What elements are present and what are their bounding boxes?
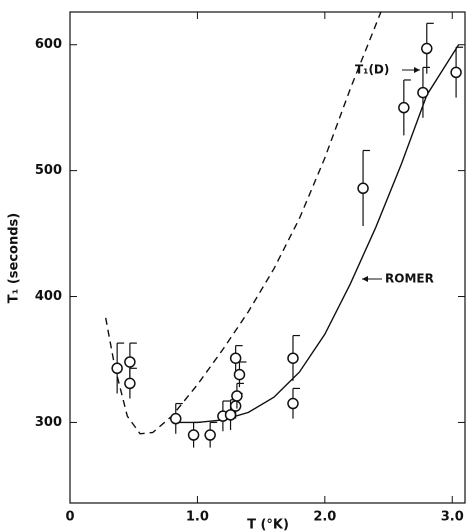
data-point — [229, 352, 242, 364]
data-point — [187, 429, 200, 441]
curve — [171, 44, 460, 424]
data-point — [421, 42, 433, 55]
annotation: ROMER — [385, 272, 434, 286]
data-point — [357, 182, 369, 195]
data-point — [231, 390, 243, 402]
data-point — [124, 377, 136, 390]
data-point — [229, 400, 242, 412]
data-point — [398, 101, 410, 114]
x-tick-label: 1.0 — [186, 510, 209, 525]
data-point — [204, 429, 216, 441]
arrow-head — [414, 67, 420, 73]
y-tick-label: 500 — [35, 163, 62, 178]
data-point — [417, 86, 429, 99]
y-tick-label: 300 — [35, 415, 62, 430]
curve — [105, 11, 382, 435]
plot-frame — [69, 11, 466, 504]
annotation: T₁(D) — [355, 63, 389, 77]
y-axis-label: T₁ (seconds) — [7, 213, 22, 303]
y-tick-label: 400 — [35, 289, 62, 304]
data-point — [287, 397, 299, 410]
data-point — [287, 352, 299, 364]
data-point — [111, 362, 123, 375]
data-point — [170, 412, 182, 425]
arrow-head — [362, 276, 368, 282]
x-axis-label: T (°K) — [247, 518, 289, 531]
x-tick-label: 3.0 — [441, 510, 464, 525]
y-tick-label: 600 — [35, 37, 62, 52]
data-point — [124, 356, 136, 368]
data-point — [233, 368, 246, 381]
x-tick-label: 0 — [65, 510, 74, 525]
data-point — [450, 66, 462, 79]
x-tick-label: 2.0 — [313, 510, 336, 525]
